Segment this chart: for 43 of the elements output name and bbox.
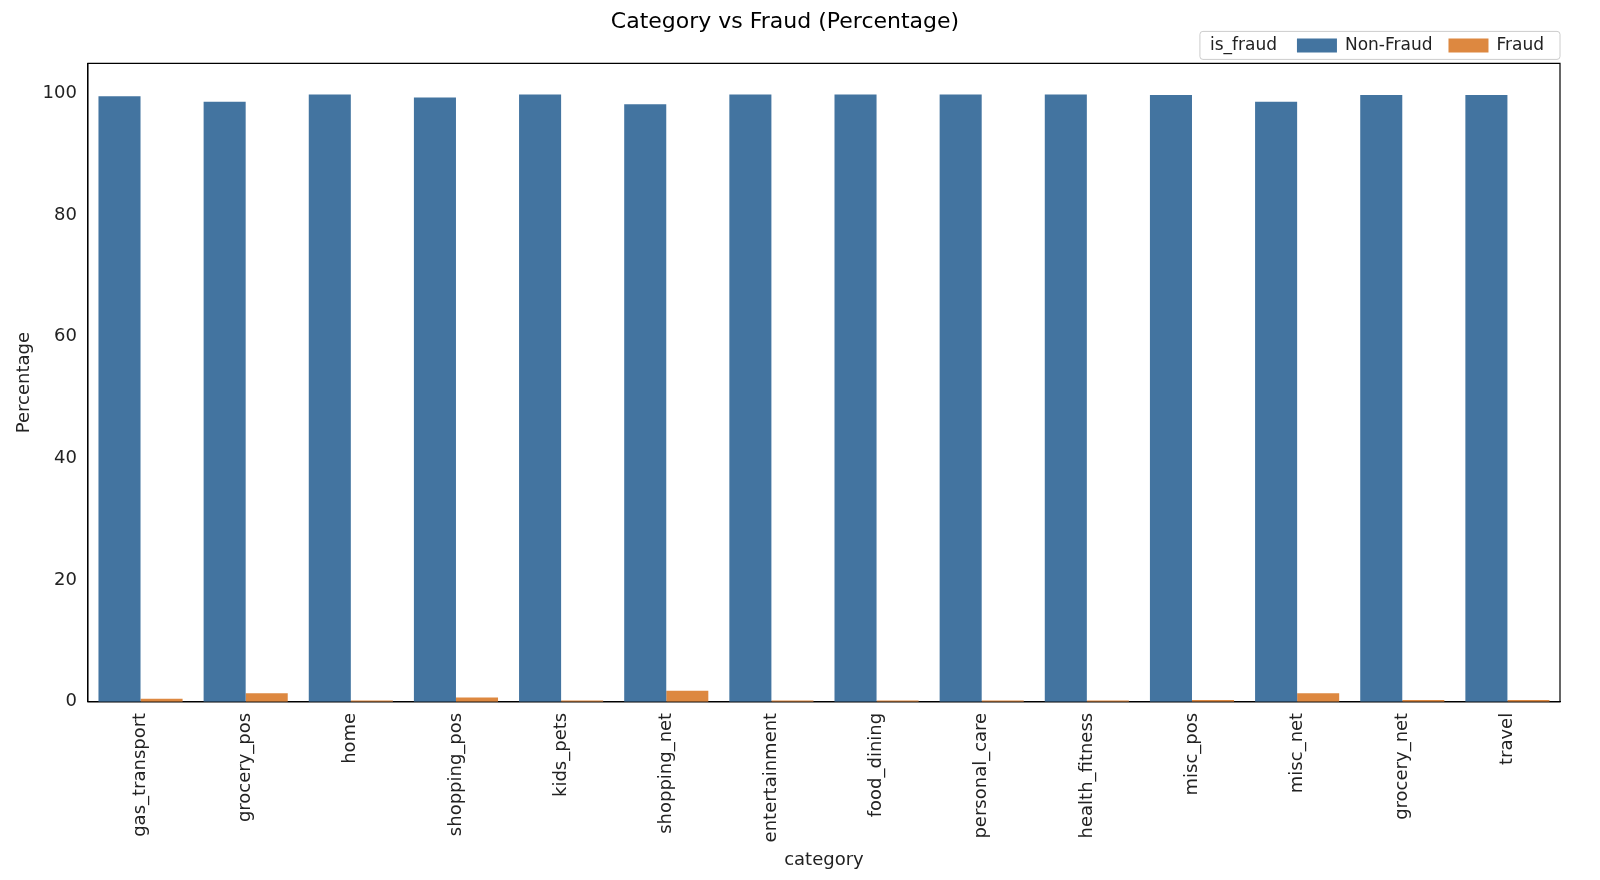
bar [1465, 95, 1508, 702]
x-tick-label: home [338, 712, 360, 764]
x-tick-label: shopping_net [653, 712, 676, 834]
y-tick-label: 60 [54, 324, 77, 346]
bar [834, 94, 877, 702]
x-tick-label: shopping_pos [443, 712, 466, 837]
bar [939, 94, 982, 702]
x-tick-label: gas_transport [128, 712, 151, 837]
y-tick-label: 20 [54, 567, 77, 589]
x-tick-label: grocery_net [1389, 712, 1412, 820]
x-tick-label: health_fitness [1074, 712, 1097, 839]
bar [1297, 693, 1340, 702]
legend-title: is_fraud [1209, 33, 1277, 55]
bar [308, 94, 351, 702]
bar [1255, 101, 1298, 702]
x-tick-label: food_dining [864, 712, 887, 818]
x-tick-label: travel [1495, 712, 1517, 766]
bar [624, 104, 667, 702]
bar [1044, 94, 1087, 702]
y-axis-title: Percentage [12, 331, 34, 434]
y-tick-label: 0 [65, 689, 77, 711]
bar [98, 96, 141, 702]
x-tick-label: misc_net [1284, 712, 1307, 794]
x-axis-title: category [784, 847, 865, 869]
bar [666, 690, 709, 702]
bar [413, 97, 456, 702]
x-tick-label: personal_care [969, 712, 992, 839]
bar [203, 101, 246, 702]
bar [245, 693, 288, 702]
bar [729, 94, 772, 702]
bar [519, 94, 562, 702]
x-tick-label: misc_pos [1179, 712, 1202, 796]
y-tick-label: 40 [54, 446, 77, 468]
bar [1360, 95, 1403, 702]
y-tick-label: 100 [42, 80, 77, 102]
x-tick-label: grocery_pos [233, 712, 256, 823]
bar [1149, 95, 1192, 702]
chart-title: Category vs Fraud (Percentage) [610, 7, 960, 33]
legend-label: Non-Fraud [1344, 33, 1433, 54]
x-tick-label: entertainment [759, 712, 781, 843]
legend-label: Fraud [1496, 33, 1544, 54]
y-tick-label: 80 [54, 202, 77, 224]
x-tick-label: kids_pets [548, 712, 571, 797]
